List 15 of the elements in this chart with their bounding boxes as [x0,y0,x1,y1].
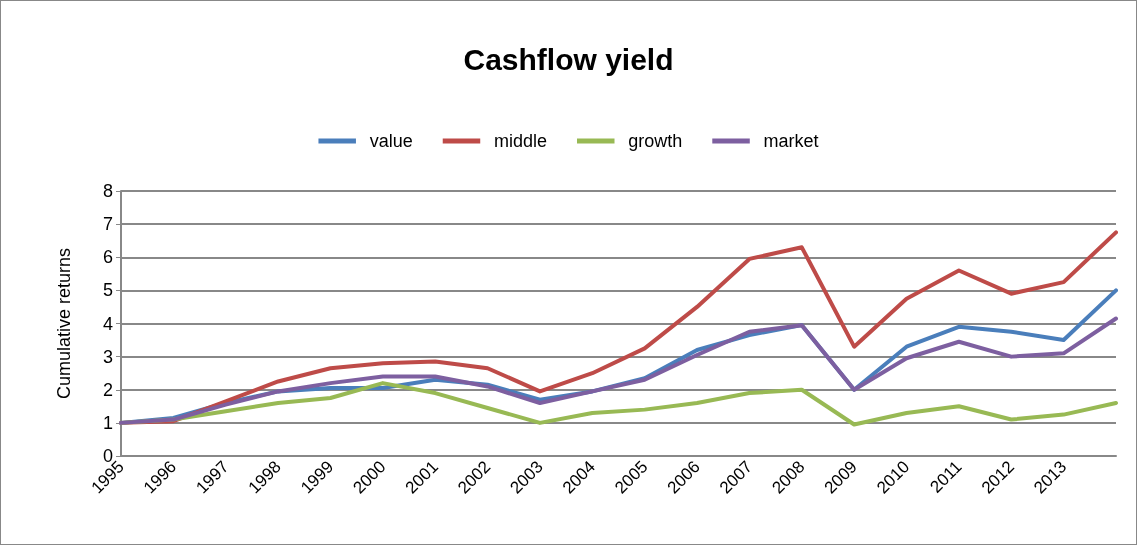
legend-label: value [369,131,413,151]
y-tick-label: 3 [102,346,113,367]
y-tick-label: 2 [102,379,113,400]
legend-label: growth [628,131,683,151]
legend-label: market [763,131,819,151]
y-tick-label: 7 [102,214,113,235]
line-series [119,316,1118,425]
y-tick-label: 8 [102,181,113,201]
y-tick-label: 1 [102,412,113,433]
legend-label: middle [493,131,548,151]
y-tick-label: 5 [102,280,113,301]
chart-title: Cashflow yield [463,42,674,76]
y-axis-title: Cumulative returns [54,247,74,400]
y-tick-label: 4 [102,313,113,334]
y-tick-label: 6 [102,247,113,268]
